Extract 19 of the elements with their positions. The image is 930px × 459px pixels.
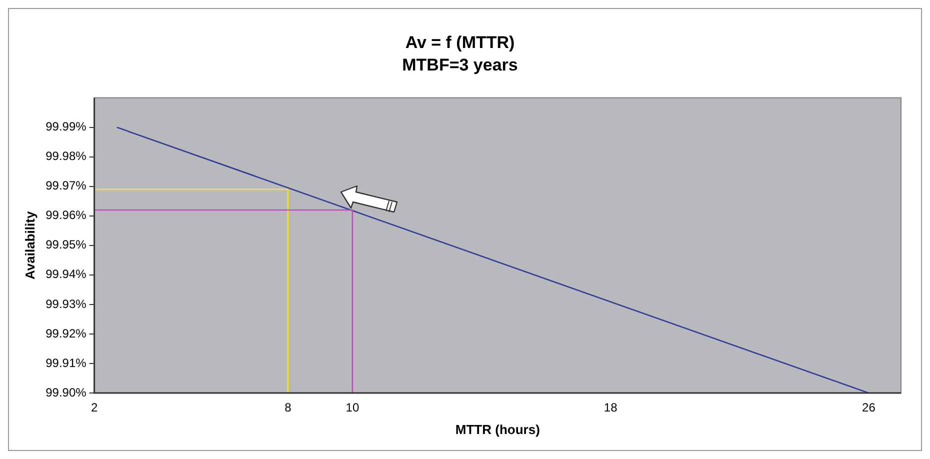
y-tick-label: 99.90%	[46, 385, 87, 400]
y-tick-label: 99.93%	[46, 296, 87, 311]
y-tick-label: 99.99%	[46, 120, 87, 134]
chart-title: Av = f (MTTR)	[405, 32, 515, 52]
y-tick-label: 99.91%	[46, 356, 87, 370]
y-tick-label: 99.98%	[46, 149, 87, 164]
chart-subtitle: MTBF=3 years	[402, 55, 518, 74]
y-tick-label: 99.92%	[46, 326, 87, 340]
y-tick-label: 99.97%	[46, 178, 87, 193]
y-tick-label: 99.95%	[46, 238, 87, 252]
x-tick-label: 26	[862, 400, 876, 415]
x-tick-label: 2	[90, 400, 98, 415]
y-tick-label: 99.96%	[46, 208, 87, 222]
y-tick-label: 99.94%	[46, 267, 87, 282]
x-axis-title: MTTR (hours)	[455, 422, 540, 437]
x-tick-label: 10	[346, 400, 360, 415]
x-tick-label: 18	[604, 400, 618, 415]
y-axis-title: Availability	[22, 210, 38, 280]
x-tick-label: 8	[284, 400, 292, 415]
